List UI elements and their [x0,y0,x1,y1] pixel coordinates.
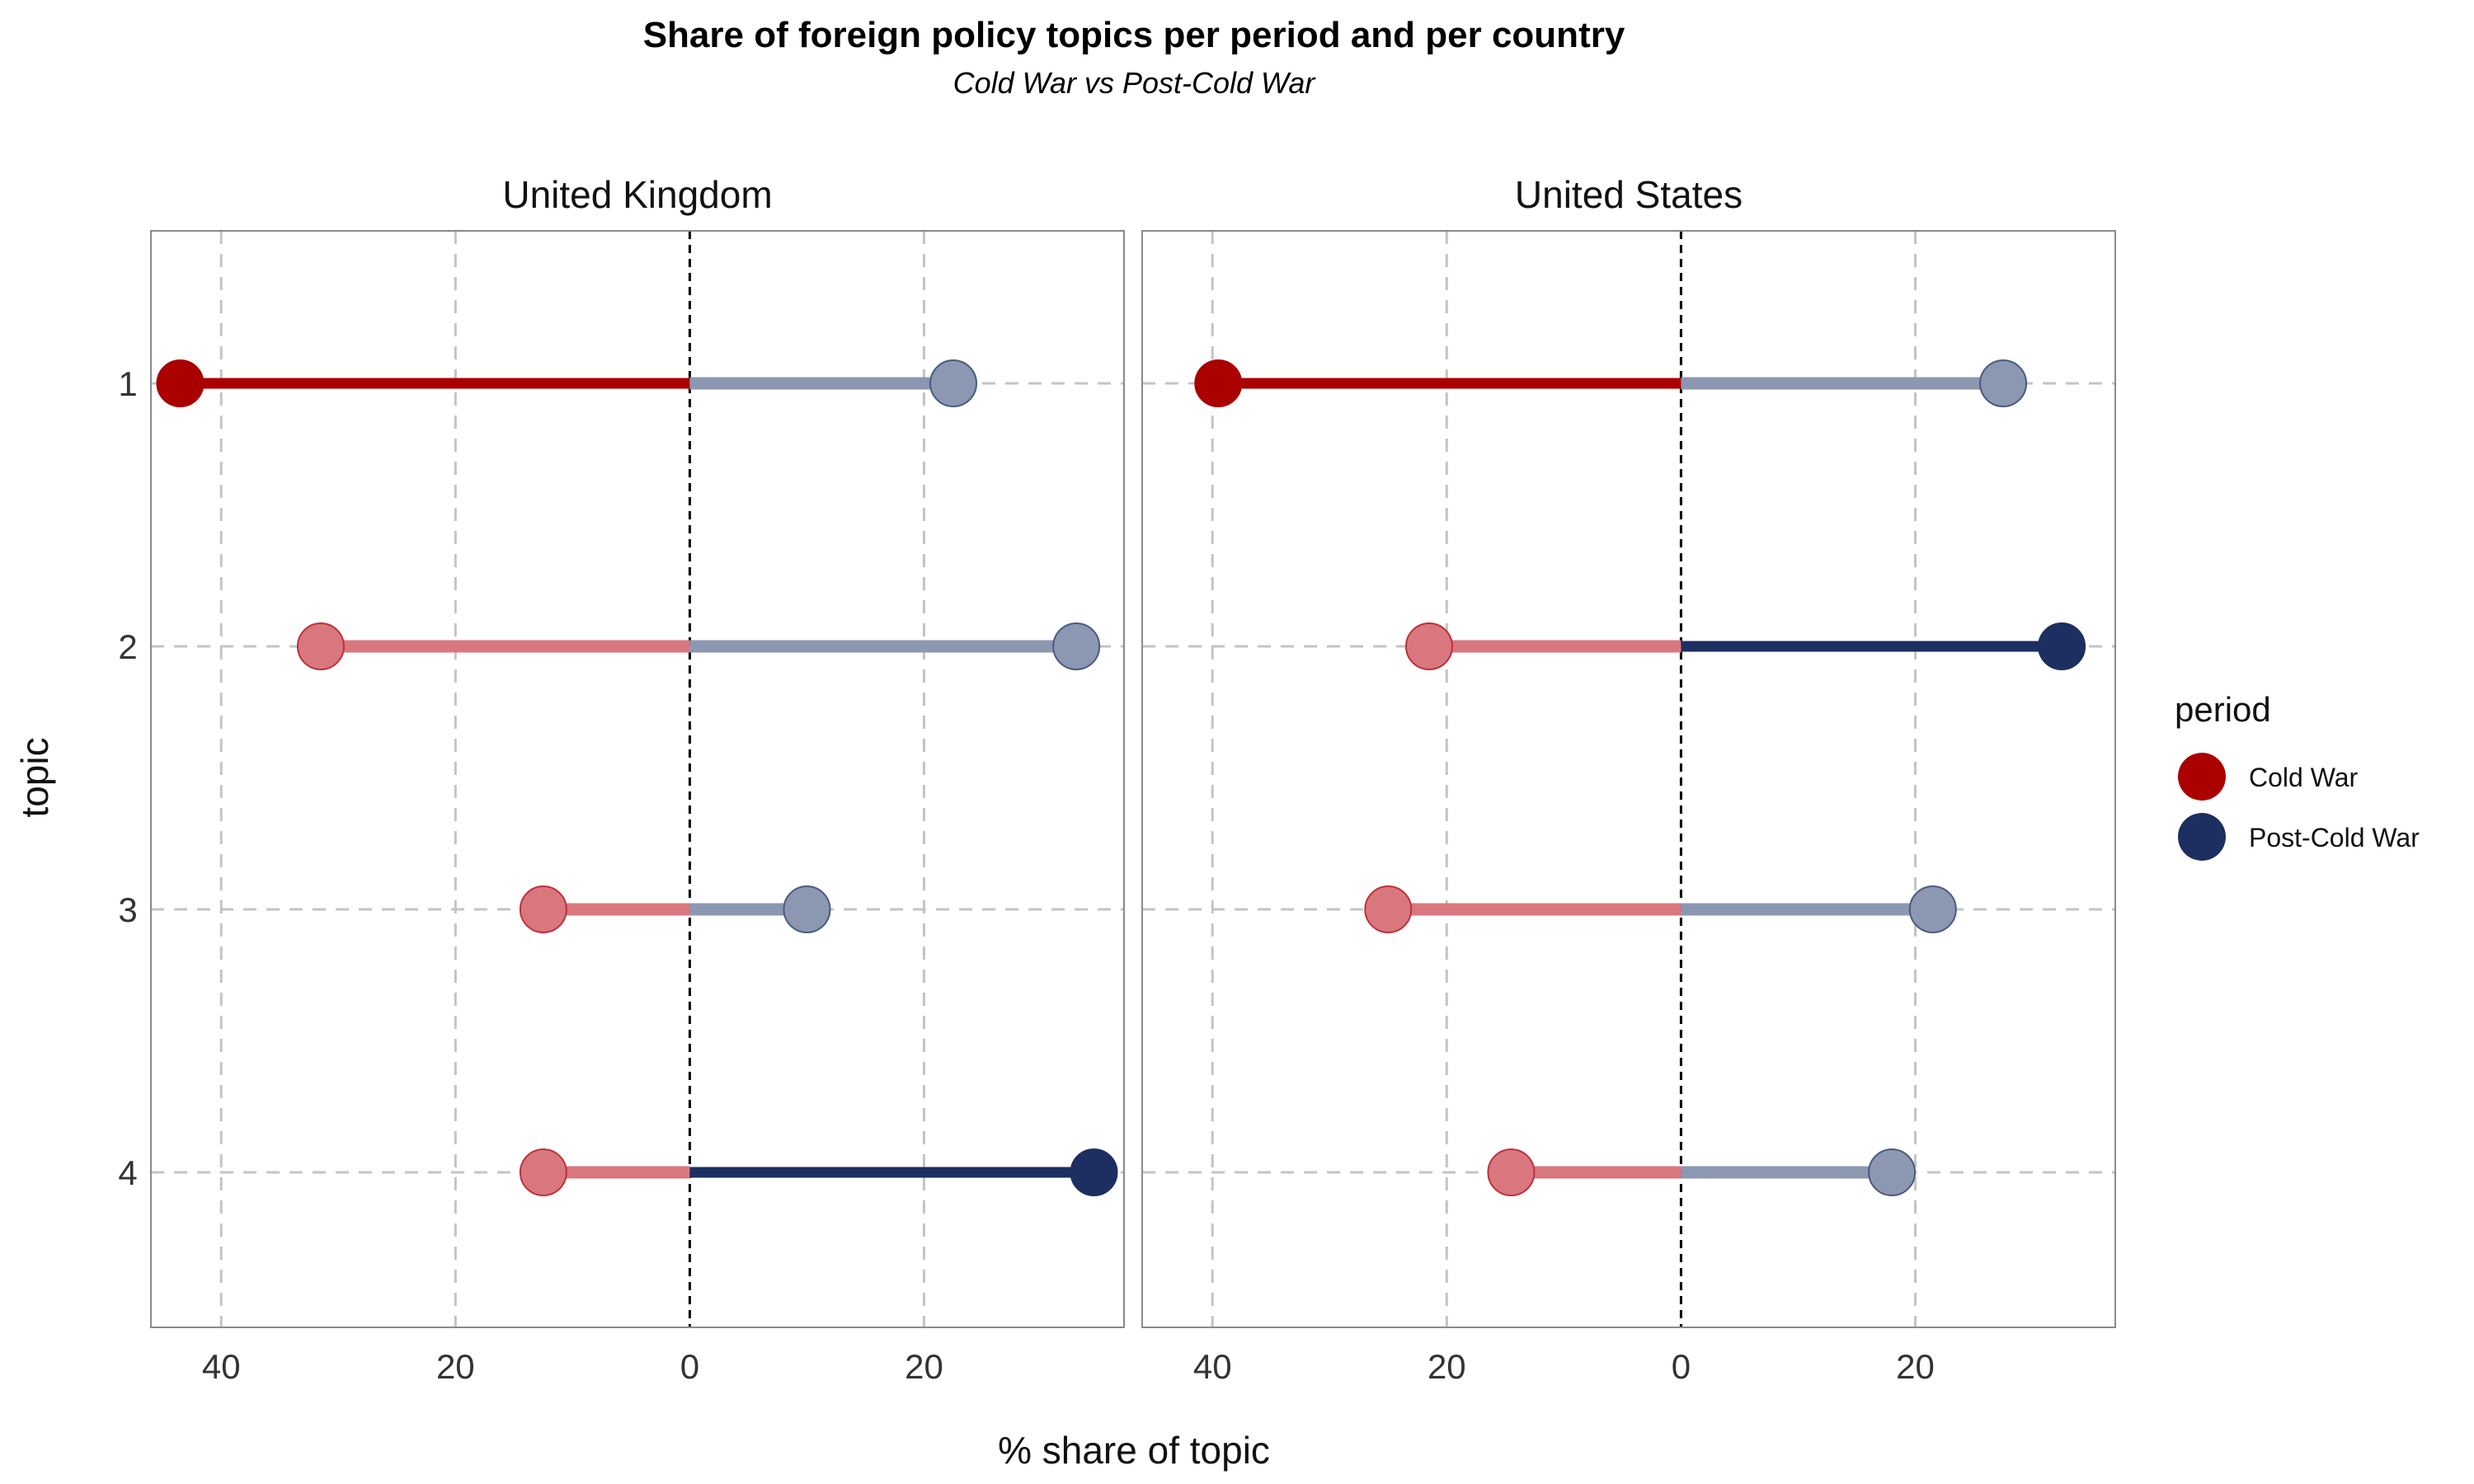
legend: period Cold War Post-Cold War [2175,690,2420,861]
post-cold-war-point [1070,1148,1118,1196]
x-tick-label: 20 [436,1347,475,1386]
post-cold-war-point [1979,359,2028,407]
y-axis-title: topic [13,737,56,817]
cold-war-point [519,1148,567,1196]
legend-label: Cold War [2249,763,2359,792]
panel-title: United Kingdom [502,173,772,216]
panel-1: United States 40 20 0 20 [1141,173,2116,1386]
panel-border [1141,230,2116,1328]
y-tick-label: 1 [118,364,137,403]
cold-war-point [1364,885,1413,933]
chart-title: Share of foreign policy topics per perio… [643,15,1625,55]
panel-0: United Kingdom 40 20 0 20 [150,173,1125,1386]
y-tick-label: 4 [118,1153,137,1192]
x-tick-label: 20 [905,1347,943,1386]
post-cold-war-point [1868,1148,1917,1196]
post-cold-war-point [1052,622,1101,670]
cold-war-point [1405,622,1454,670]
panels: United Kingdom 40 20 0 20 United States 40 20 0 2… [118,173,2116,1386]
y-tick-label: 2 [118,627,137,666]
post-cold-war-point [783,885,831,933]
cold-war-point [156,359,205,407]
x-tick-label: 20 [1427,1347,1466,1386]
legend-swatch [2178,753,2226,801]
cold-war-point [1194,359,1243,407]
legend-label: Post-Cold War [2249,823,2420,852]
post-cold-war-point [1908,885,1957,933]
y-axis: 1 2 3 4 [118,364,137,1192]
x-tick-label: 0 [1672,1347,1691,1386]
chart-subtitle: Cold War vs Post-Cold War [953,66,1317,100]
post-cold-war-point [929,359,978,407]
panel-title: United States [1515,173,1743,216]
x-tick-label: 0 [680,1347,699,1386]
post-cold-war-point [2038,622,2086,670]
panel-border [150,230,1125,1328]
x-axis-title: % share of topic [998,1429,1270,1472]
x-tick-label: 40 [1193,1347,1232,1386]
x-tick-label: 20 [1896,1347,1935,1386]
legend-title: period [2175,690,2271,729]
y-tick-label: 3 [118,890,137,929]
cold-war-point [519,885,567,933]
cold-war-point [296,622,345,670]
legend-swatch [2178,813,2226,861]
x-tick-label: 40 [202,1347,241,1386]
cold-war-point [1487,1148,1536,1196]
